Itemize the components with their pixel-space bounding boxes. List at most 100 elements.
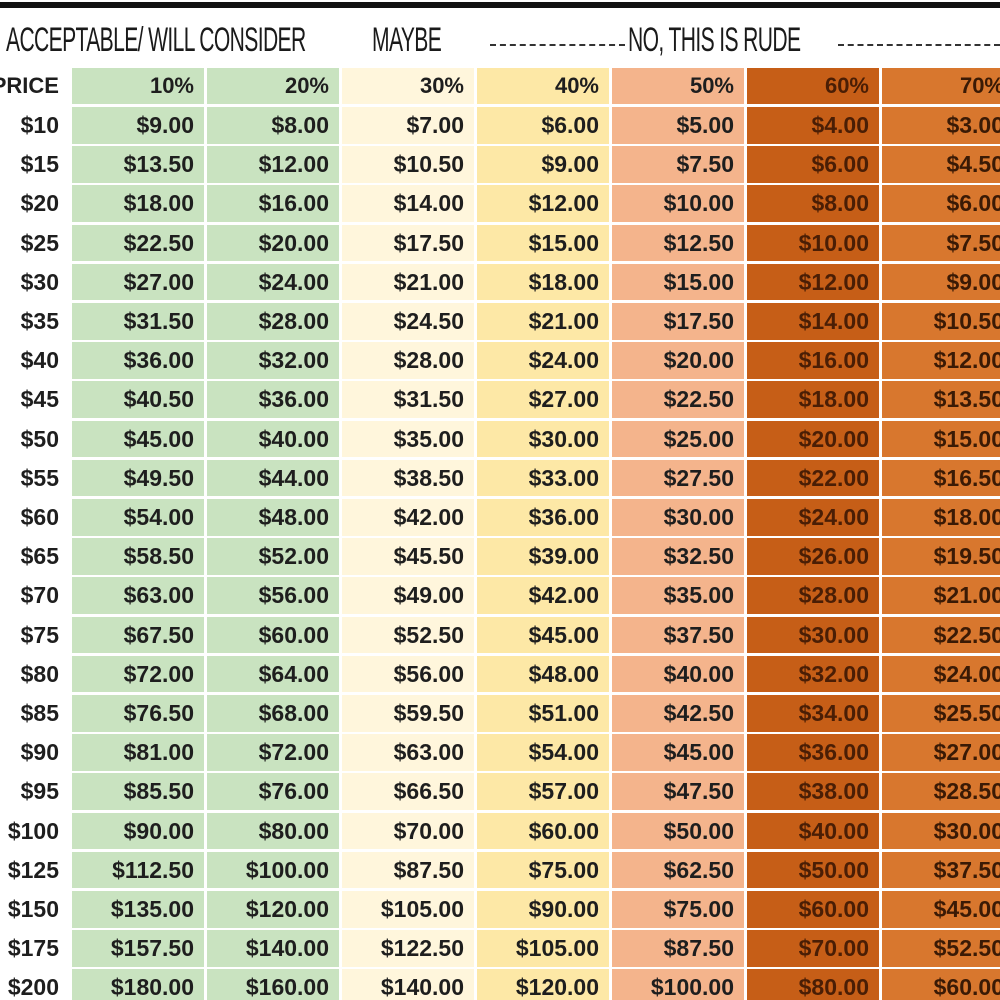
discount-cell: $30.00 xyxy=(612,499,744,536)
price-cell: $15 xyxy=(0,146,69,183)
discount-cell: $40.50 xyxy=(72,381,204,419)
discount-cell: $22.50 xyxy=(72,224,204,262)
discount-cell: $45.50 xyxy=(342,538,474,575)
discount-cell: $39.00 xyxy=(477,538,609,575)
discount-cell: $4.00 xyxy=(747,107,879,144)
discount-cell: $40.00 xyxy=(612,655,744,693)
discount-cell: $42.00 xyxy=(342,499,474,536)
price-cell: $20 xyxy=(0,185,69,223)
discount-cell: $28.00 xyxy=(747,577,879,615)
discount-cell: $17.50 xyxy=(342,224,474,262)
discount-cell: $32.00 xyxy=(207,342,339,379)
discount-cell: $27.00 xyxy=(72,263,204,301)
price-cell: $25 xyxy=(0,224,69,262)
discount-cell: $14.00 xyxy=(342,185,474,223)
discount-cell: $140.00 xyxy=(207,930,339,967)
discount-cell: $37.50 xyxy=(612,616,744,654)
discount-cell: $52.50 xyxy=(342,616,474,654)
price-cell: $30 xyxy=(0,263,69,301)
discount-cell: $16.00 xyxy=(747,342,879,379)
discount-cell: $40.00 xyxy=(747,812,879,850)
discount-cell: $67.50 xyxy=(72,616,204,654)
band-label: ACCEPTABLE/ WILL CONSIDER xyxy=(6,21,306,59)
top-rule xyxy=(0,2,1000,8)
discount-cell: $135.00 xyxy=(72,891,204,928)
price-cell: $10 xyxy=(0,107,69,144)
discount-cell: $68.00 xyxy=(207,695,339,732)
discount-cell: $19.50 xyxy=(882,538,1000,575)
discount-cell: $24.00 xyxy=(477,342,609,379)
discount-cell: $6.00 xyxy=(882,185,1000,223)
discount-cell: $80.00 xyxy=(207,812,339,850)
discount-cell: $24.00 xyxy=(207,263,339,301)
discount-cell: $58.50 xyxy=(72,538,204,575)
price-cell: $65 xyxy=(0,538,69,575)
discount-cell: $180.00 xyxy=(72,969,204,1000)
discount-cell: $60.00 xyxy=(747,891,879,928)
discount-cell: $25.50 xyxy=(882,695,1000,732)
discount-cell: $17.50 xyxy=(612,303,744,340)
band-label: NO, THIS IS RUDE xyxy=(628,21,801,59)
discount-cell: $21.00 xyxy=(882,577,1000,615)
discount-cell: $12.00 xyxy=(477,185,609,223)
discount-cell: $122.50 xyxy=(342,930,474,967)
discount-cell: $100.00 xyxy=(207,851,339,889)
discount-cell: $8.00 xyxy=(207,107,339,144)
discount-cell: $90.00 xyxy=(477,891,609,928)
discount-cell: $45.00 xyxy=(72,420,204,458)
discount-cell: $49.00 xyxy=(342,577,474,615)
discount-cell: $75.00 xyxy=(477,851,609,889)
band-label: MAYBE xyxy=(372,21,442,59)
discount-cell: $50.00 xyxy=(612,812,744,850)
discount-cell: $6.00 xyxy=(477,107,609,144)
discount-cell: $32.00 xyxy=(747,655,879,693)
discount-cell: $10.50 xyxy=(342,146,474,183)
discount-cell: $157.50 xyxy=(72,930,204,967)
discount-cell: $13.50 xyxy=(72,146,204,183)
discount-cell: $54.00 xyxy=(72,499,204,536)
discount-cell: $36.00 xyxy=(72,342,204,379)
discount-cell: $15.00 xyxy=(882,420,1000,458)
discount-cell: $7.50 xyxy=(612,146,744,183)
price-cell: $150 xyxy=(0,891,69,928)
discount-cell: $60.00 xyxy=(207,616,339,654)
price-cell: $80 xyxy=(0,655,69,693)
discount-cell: $38.50 xyxy=(342,459,474,497)
discount-cell: $64.00 xyxy=(207,655,339,693)
discount-cell: $42.50 xyxy=(612,695,744,732)
price-cell: $85 xyxy=(0,695,69,732)
header-cell: 50% xyxy=(612,68,744,104)
discount-cell: $62.50 xyxy=(612,851,744,889)
price-cell: $60 xyxy=(0,499,69,536)
discount-cell: $12.50 xyxy=(612,224,744,262)
price-cell: $95 xyxy=(0,773,69,811)
discount-cell: $22.50 xyxy=(612,381,744,419)
price-cell: $200 xyxy=(0,969,69,1000)
discount-cell: $32.50 xyxy=(612,538,744,575)
discount-cell: $31.50 xyxy=(342,381,474,419)
discount-cell: $9.00 xyxy=(477,146,609,183)
discount-cell: $63.00 xyxy=(342,734,474,771)
discount-cell: $52.00 xyxy=(207,538,339,575)
discount-cell: $21.00 xyxy=(477,303,609,340)
discount-cell: $60.00 xyxy=(882,969,1000,1000)
discount-cell: $31.50 xyxy=(72,303,204,340)
discount-cell: $48.00 xyxy=(207,499,339,536)
discount-cell: $18.00 xyxy=(477,263,609,301)
discount-cell: $56.00 xyxy=(207,577,339,615)
price-cell: $100 xyxy=(0,812,69,850)
discount-cell: $27.00 xyxy=(882,734,1000,771)
discount-cell: $35.00 xyxy=(342,420,474,458)
discount-cell: $105.00 xyxy=(477,930,609,967)
discount-cell: $7.00 xyxy=(342,107,474,144)
price-cell: $55 xyxy=(0,459,69,497)
discount-cell: $9.00 xyxy=(882,263,1000,301)
discount-cell: $59.50 xyxy=(342,695,474,732)
dash-line xyxy=(838,44,1000,46)
price-cell: $45 xyxy=(0,381,69,419)
discount-cell: $72.00 xyxy=(72,655,204,693)
discount-cell: $72.00 xyxy=(207,734,339,771)
discount-cell: $105.00 xyxy=(342,891,474,928)
discount-cell: $16.00 xyxy=(207,185,339,223)
